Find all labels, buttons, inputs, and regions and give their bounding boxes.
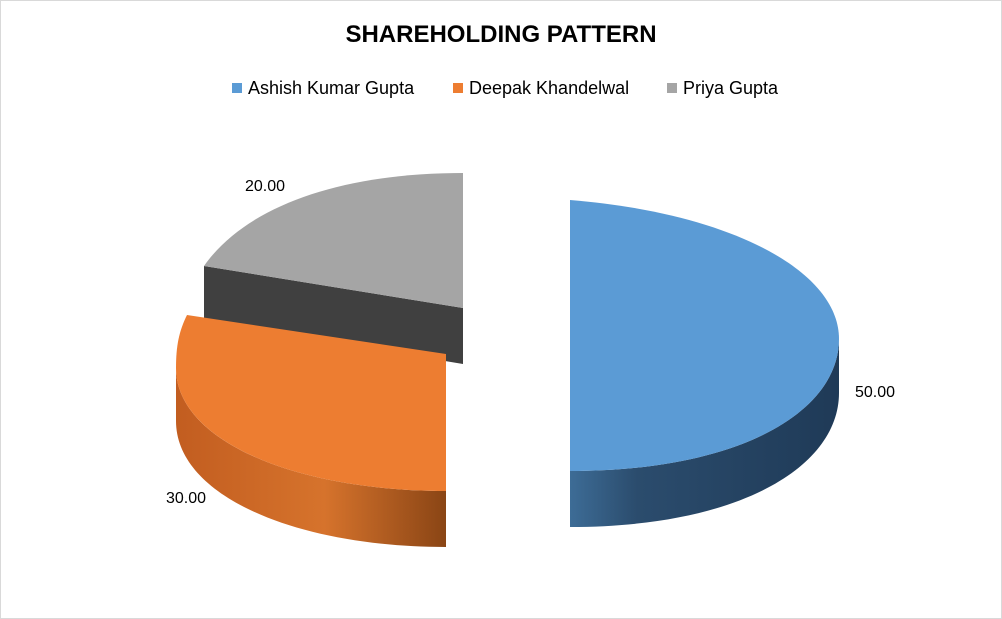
legend-swatch-deepak: [453, 83, 463, 93]
slice-ashish-side: [570, 339, 839, 527]
data-label-priya: 20.00: [245, 178, 285, 195]
legend-label-priya: Priya Gupta: [683, 78, 779, 98]
legend-item-ashish: Ashish Kumar Gupta: [232, 75, 414, 101]
slice-deepak-khandelwal: [176, 315, 446, 547]
legend-item-deepak: Deepak Khandelwal: [453, 75, 629, 101]
slice-priya-side: [204, 266, 463, 364]
legend-swatch-ashish: [232, 83, 242, 93]
legend-swatch-priya: [667, 83, 677, 93]
legend-item-priya: Priya Gupta: [667, 75, 778, 101]
slice-ashish-kumar-gupta: [570, 200, 839, 527]
slice-deepak-side: [176, 368, 446, 547]
legend-label-deepak: Deepak Khandelwal: [469, 78, 630, 98]
chart-title: SHAREHOLDING PATTERN: [345, 21, 657, 48]
data-label-ashish: 50.00: [855, 384, 895, 401]
slice-ashish-top: [570, 200, 839, 471]
slice-deepak-top: [176, 315, 446, 491]
legend: Ashish Kumar Gupta Deepak Khandelwal Pri…: [1, 75, 1001, 101]
slice-priya-gupta: [204, 173, 463, 364]
legend-label-ashish: Ashish Kumar Gupta: [248, 78, 415, 98]
data-label-deepak: 30.00: [166, 490, 206, 507]
slice-priya-top: [204, 173, 463, 308]
